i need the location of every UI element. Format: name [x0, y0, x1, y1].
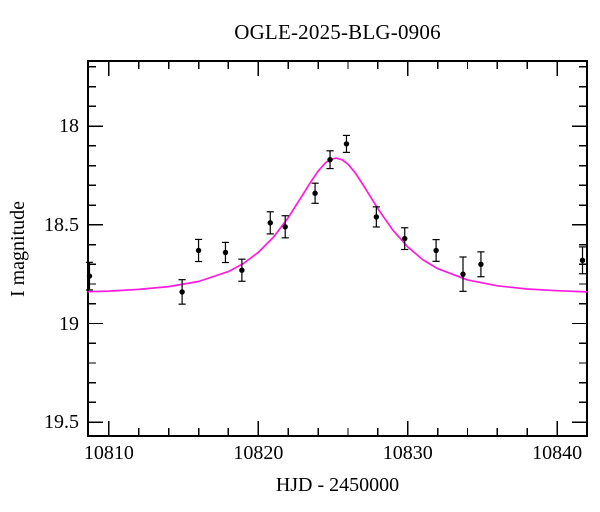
y-tick-label: 19.5 — [44, 411, 79, 434]
x-tick-label: 10840 — [532, 442, 583, 464]
x-tick-label: 10820 — [233, 442, 284, 464]
data-point — [373, 214, 380, 220]
data-point — [282, 224, 288, 230]
data-point — [343, 141, 350, 147]
plot-title: OGLE-2025-BLG-0906 — [234, 20, 441, 44]
data-point — [195, 247, 202, 254]
x-tick-label: 10810 — [83, 442, 134, 464]
data-point — [327, 156, 333, 163]
plot-frame — [87, 60, 588, 437]
data-point — [239, 267, 245, 273]
data-point — [86, 273, 93, 279]
y-tick-label: 18.5 — [44, 213, 79, 236]
y-tick-label: 18 — [59, 115, 79, 138]
data-point — [267, 220, 273, 226]
data-point — [179, 289, 185, 295]
x-tick-label: 10830 — [382, 442, 433, 464]
y-tick-label: 19 — [59, 312, 79, 335]
data-point — [312, 190, 318, 196]
x-axis-label: HJD - 2450000 — [275, 474, 400, 496]
data-point — [433, 247, 439, 254]
model-curve — [87, 157, 588, 293]
data-point — [222, 249, 229, 256]
data-point — [478, 261, 484, 267]
data-point — [460, 271, 466, 277]
data-point — [579, 257, 586, 264]
data-point — [402, 235, 408, 242]
